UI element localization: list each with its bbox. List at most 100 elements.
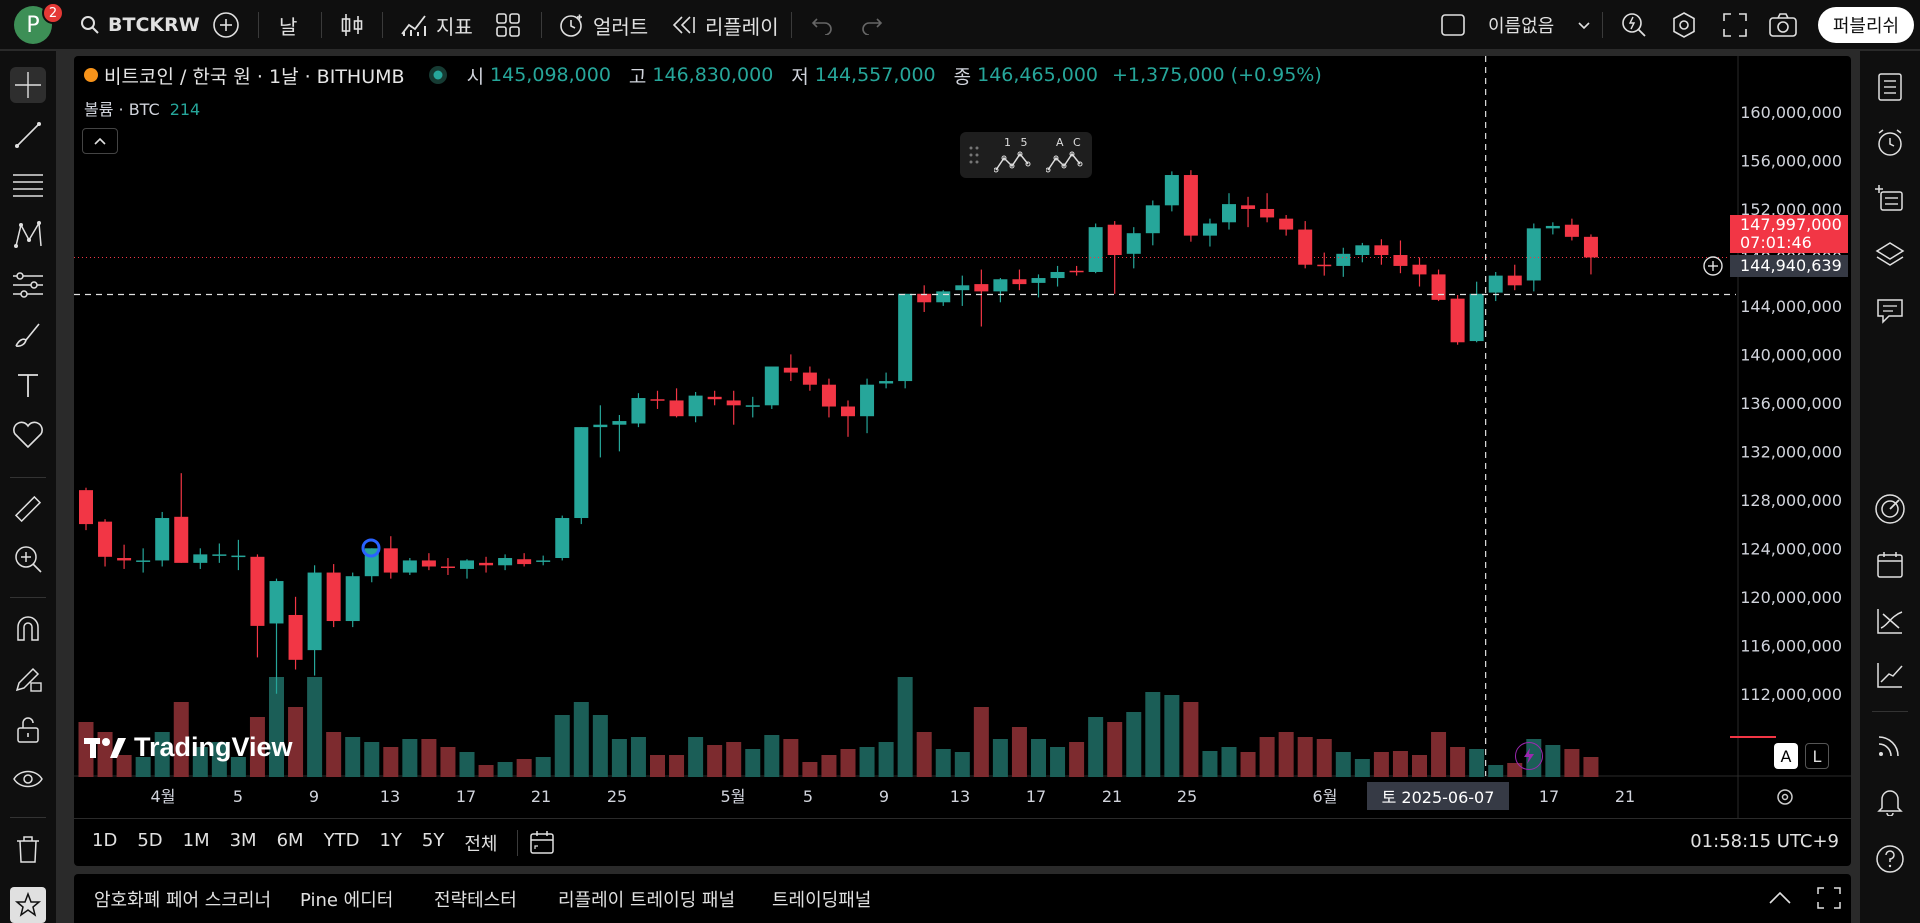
timeframe-5[interactable]: 6M xyxy=(276,829,304,851)
clock-timezone[interactable]: 01:58:15 UTC+9 xyxy=(1690,831,1839,852)
timeframe-7[interactable]: 1Y xyxy=(379,829,402,851)
tab-pine-editor[interactable]: Pine 에디터 xyxy=(300,890,394,911)
favorites-star[interactable] xyxy=(10,887,46,923)
trendline-tool[interactable] xyxy=(10,117,46,153)
timeframe-8[interactable]: 5Y xyxy=(421,829,445,851)
alerts-panel-button[interactable] xyxy=(1872,125,1908,161)
chats-button[interactable] xyxy=(1872,293,1908,329)
collapse-legend-button[interactable] xyxy=(82,128,118,154)
elliott-numbers-button[interactable]: 1 5 xyxy=(994,136,1032,174)
unlock-icon xyxy=(17,717,39,743)
candle-body xyxy=(1374,245,1389,256)
snapshot-button[interactable] xyxy=(1768,0,1798,50)
timeframe-3[interactable]: 1M xyxy=(182,829,210,851)
undo-button[interactable] xyxy=(810,0,834,50)
technicals-button[interactable] xyxy=(1872,491,1908,527)
cursor-indicator xyxy=(361,538,381,558)
candle-body xyxy=(574,427,589,519)
object-tree-button[interactable] xyxy=(1872,237,1908,273)
timeframe-2[interactable]: 5D xyxy=(137,829,163,851)
candle-body xyxy=(402,560,417,573)
indicators-button[interactable]: 지표 xyxy=(400,0,473,50)
layout-name-button[interactable]: 이름없음 xyxy=(1488,0,1592,50)
interval-button[interactable]: 날 xyxy=(279,0,297,50)
candle-body xyxy=(440,566,455,568)
drag-handle-icon[interactable] xyxy=(968,145,980,165)
fib-tool[interactable] xyxy=(10,167,46,203)
zoom-tool[interactable] xyxy=(10,541,46,577)
chevron-up-icon[interactable] xyxy=(1768,890,1792,906)
candle-body xyxy=(345,576,360,622)
compare-add-button[interactable] xyxy=(212,0,240,50)
volume-label[interactable]: 볼륨 · BTC xyxy=(84,100,160,119)
magnet-tool[interactable] xyxy=(10,611,46,647)
tab-screener[interactable]: 암호화폐 페어 스크리너 xyxy=(94,890,272,911)
prediction-tool[interactable] xyxy=(10,267,46,303)
volume-bar xyxy=(1031,739,1046,777)
maximize-panel-icon[interactable] xyxy=(1816,886,1842,910)
brush-tool[interactable] xyxy=(10,317,46,353)
tab-trading-panel[interactable]: 트레이딩패널 xyxy=(772,890,872,911)
bitcoin-icon xyxy=(84,68,98,82)
timeframe-9[interactable]: 전체 xyxy=(464,833,498,855)
timeframe-6[interactable]: YTD xyxy=(323,829,360,851)
delete-tool[interactable] xyxy=(10,831,46,867)
log-scale-button[interactable]: L xyxy=(1805,743,1829,769)
layout-checkbox[interactable] xyxy=(1440,0,1466,50)
price-tick-label: 136,000,000 xyxy=(1740,394,1842,413)
legend-title[interactable]: 비트코인 / 한국 원 · 1날 · BITHUMB xyxy=(104,65,405,88)
timeframe-1[interactable]: 1D xyxy=(92,829,118,851)
broadcast-icon xyxy=(1878,736,1899,757)
calendar-range-icon[interactable] xyxy=(528,830,556,856)
visibility-tool[interactable] xyxy=(10,761,46,797)
lock-tool[interactable] xyxy=(10,711,46,747)
pattern-tool[interactable] xyxy=(10,217,46,253)
time-tick-label: 5월 xyxy=(721,787,746,806)
replay-button[interactable]: 리플레이 xyxy=(671,0,779,50)
ideas-button[interactable] xyxy=(1872,603,1908,639)
candle-body xyxy=(1545,225,1560,229)
redo-button[interactable] xyxy=(860,0,884,50)
text-tool[interactable] xyxy=(10,367,46,403)
candle-body xyxy=(1202,223,1217,236)
candle-body xyxy=(479,562,494,566)
volume-bar xyxy=(1335,752,1351,777)
elliott-letters-button[interactable]: A C xyxy=(1046,136,1084,174)
add-level-button[interactable] xyxy=(1700,254,1726,278)
watchlist-button[interactable] xyxy=(1872,69,1908,105)
data-updates-button[interactable] xyxy=(1515,742,1543,770)
alarm-clock-icon xyxy=(1878,129,1902,156)
calendar-icon xyxy=(1877,552,1903,578)
notifications-button[interactable] xyxy=(1872,783,1908,819)
minds-button[interactable] xyxy=(1872,657,1908,693)
candle-body xyxy=(536,560,551,562)
volume-bar xyxy=(478,765,494,777)
templates-button[interactable] xyxy=(495,0,521,50)
calendar-button[interactable] xyxy=(1872,547,1908,583)
help-button[interactable] xyxy=(1872,841,1908,877)
zoom-in-icon xyxy=(15,546,42,573)
quick-search-button[interactable] xyxy=(1620,0,1648,50)
drawing-mode-tool[interactable] xyxy=(10,661,46,697)
data-window-button[interactable] xyxy=(1872,181,1908,217)
settings-button[interactable] xyxy=(1670,0,1698,50)
volume-bar xyxy=(1240,752,1256,777)
streams-button[interactable] xyxy=(1872,727,1908,763)
chart-panel[interactable]: 160,000,000156,000,000152,000,000148,000… xyxy=(74,56,1851,866)
volume-bar xyxy=(497,762,513,777)
fullscreen-button[interactable] xyxy=(1722,0,1748,50)
chart-type-button[interactable] xyxy=(339,0,365,50)
tab-strategy-tester[interactable]: 전략테스터 xyxy=(434,890,517,911)
candlestick-chart[interactable]: 160,000,000156,000,000152,000,000148,000… xyxy=(74,56,1851,818)
auto-scale-button[interactable]: A xyxy=(1774,743,1798,769)
crosshair-tool[interactable] xyxy=(10,67,46,103)
tab-replay-trading[interactable]: 리플레이 트레이딩 패널 xyxy=(558,890,736,911)
favorites-tool[interactable] xyxy=(10,417,46,453)
time-tick-label: 5 xyxy=(803,787,813,806)
measure-tool[interactable] xyxy=(10,491,46,527)
alerts-button[interactable]: 얼러트 xyxy=(557,0,648,50)
timeframe-4[interactable]: 3M xyxy=(229,829,257,851)
symbol-search[interactable]: BTCKRW xyxy=(80,0,200,50)
publish-button[interactable]: 퍼블리쉬 xyxy=(1818,7,1914,43)
gear-icon[interactable] xyxy=(1774,786,1796,808)
